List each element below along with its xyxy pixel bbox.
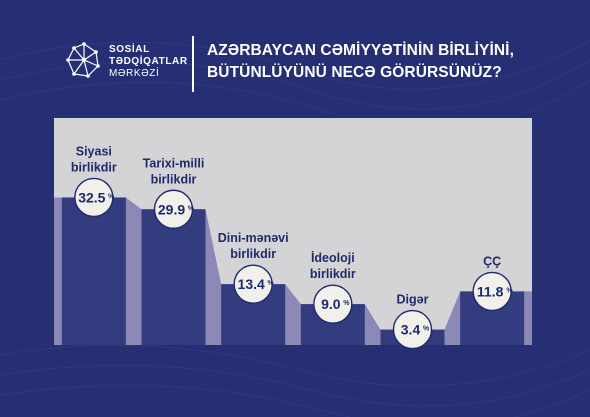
- title-line-2: BÜTÜNLÜYÜNÜ NECƏ GÖRÜRSÜNÜZ?: [207, 64, 502, 81]
- title-line-1: AZƏRBAYCAN CƏMİYYƏTİNİN BİRLİYİNİ,: [207, 42, 514, 59]
- category-label-line: ÇÇ: [483, 254, 501, 268]
- category-label: ÇÇ: [483, 254, 501, 268]
- category-label-line: birlikdir: [230, 247, 276, 261]
- brand-line-1: SOSİAL: [109, 44, 150, 55]
- value-label: 32.5: [78, 189, 105, 205]
- bar: [61, 197, 126, 345]
- header: SOSİAL TƏDQİQATLAR MƏRKƏZİ AZƏRBAYCAN CƏ…: [0, 0, 590, 110]
- network-globe-logo-icon: [66, 42, 100, 78]
- value-label: 29.9: [158, 201, 185, 217]
- value-unit: %: [188, 205, 195, 212]
- bar: [141, 209, 206, 345]
- brand-line-3: MƏRKƏZİ: [109, 68, 160, 79]
- value-unit: %: [506, 287, 513, 294]
- value-bubble: [233, 264, 273, 304]
- brand-line-2: TƏDQİQATLAR: [109, 56, 188, 67]
- value-label: 9.0: [321, 296, 341, 312]
- value-unit: %: [423, 326, 430, 333]
- brand-name: SOSİAL TƏDQİQATLAR MƏRKƏZİ: [109, 44, 188, 80]
- value-label: 13.4: [238, 276, 265, 292]
- category-label-line: Tarixi-milli: [143, 156, 205, 170]
- value-bubble: [74, 177, 114, 218]
- category-label-line: İdeoloji: [311, 250, 355, 265]
- value-unit: %: [267, 280, 274, 287]
- category-label: Digər: [397, 293, 429, 307]
- category-label-line: Dini-mənəvi: [218, 231, 289, 245]
- category-label-line: birlikdir: [71, 160, 117, 174]
- category-label: Tarixi-milli birlikdir: [143, 156, 205, 186]
- header-divider: [192, 36, 194, 92]
- value-unit: %: [108, 193, 115, 200]
- category-label: Dini-mənəvi birlikdir: [218, 231, 289, 261]
- category-label-line: birlikdir: [310, 267, 356, 281]
- value-bubble: [392, 309, 433, 350]
- value-label: 3.4: [401, 322, 421, 338]
- value-unit: %: [343, 300, 350, 307]
- value-bubble: [313, 284, 353, 324]
- category-label-line: birlikdir: [151, 172, 197, 186]
- value-bubble: [472, 271, 512, 312]
- page-title: AZƏRBAYCAN CƏMİYYƏTİNİN BİRLİYİNİ, BÜTÜN…: [207, 40, 514, 84]
- category-label-line: Siyasi: [76, 144, 112, 158]
- value-bubble: [153, 189, 194, 229]
- value-label: 11.8: [477, 283, 504, 299]
- category-label: İdeoloji birlikdir: [310, 250, 356, 281]
- category-label-line: Digər: [397, 293, 429, 307]
- category-label: Siyasi birlikdir: [71, 144, 117, 174]
